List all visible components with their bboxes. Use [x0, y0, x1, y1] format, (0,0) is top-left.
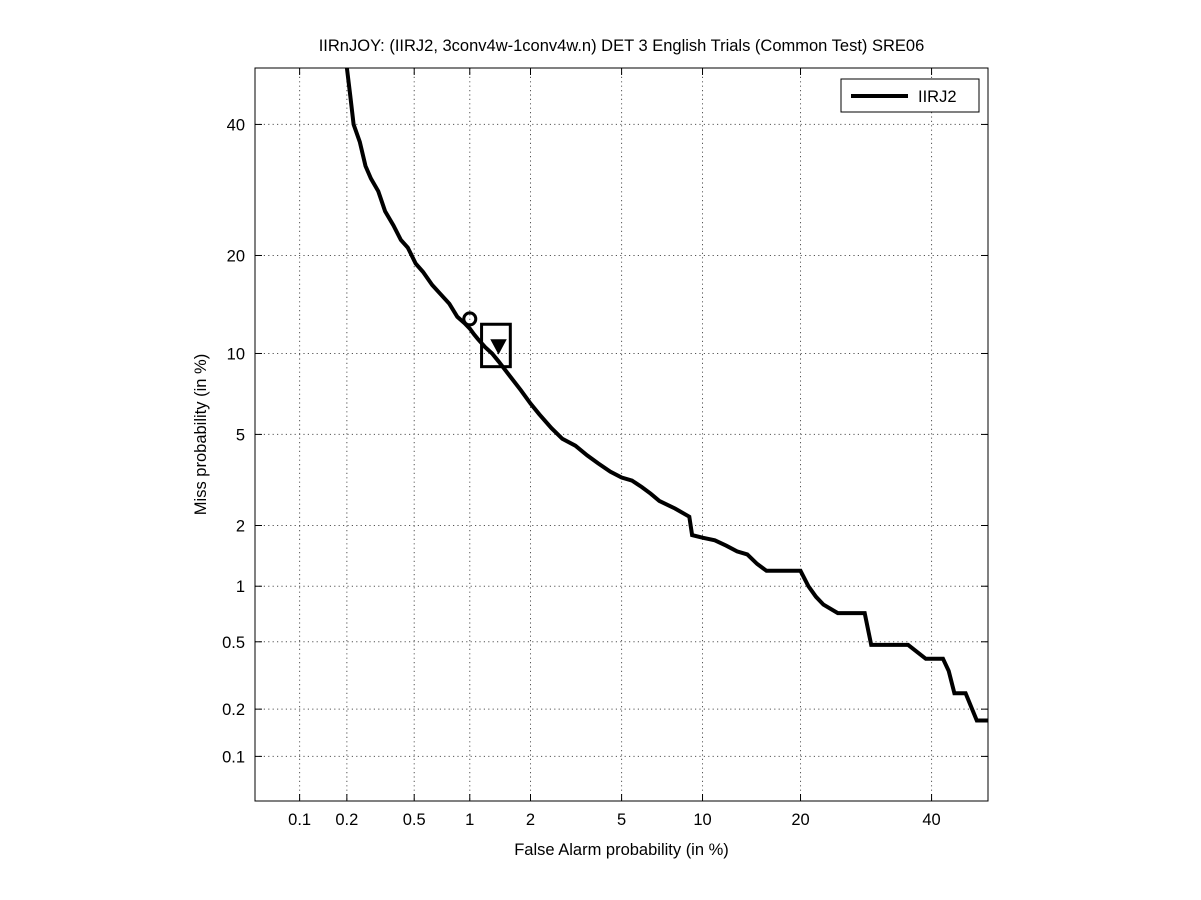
y-tick-label: 2: [236, 517, 245, 535]
axis-ticks: 0.1 0.2 0.5 1 2 5 10 20 40 0.1 0.2 0.5 1 2 5 10 20 40: [222, 68, 988, 829]
x-tick-label: 0.2: [335, 811, 358, 829]
x-tick-label: 0.1: [288, 811, 311, 829]
y-tick-label: 1: [236, 578, 245, 596]
confidence-box: [480, 322, 512, 369]
min-dcf-triangle-marker: [490, 339, 507, 355]
x-tick-label: 2: [526, 811, 535, 829]
x-tick-label: 40: [922, 811, 940, 829]
y-tick-label: 0.2: [222, 701, 245, 719]
y-tick-label: 5: [236, 426, 245, 444]
series-line-iirj2: [344, 67, 988, 723]
x-tick-label: 1: [465, 811, 474, 829]
y-tick-label: 0.1: [222, 748, 245, 766]
actual-decision-circle-marker: [462, 311, 478, 327]
legend-entry-label: IIRJ2: [918, 88, 957, 106]
y-tick-label: 40: [227, 116, 245, 134]
series-layer: [344, 67, 988, 723]
y-tick-label: 20: [227, 247, 245, 265]
x-tick-label: 10: [693, 811, 711, 829]
y-tick-label: 0.5: [222, 634, 245, 652]
marker-layer: [462, 311, 512, 369]
x-tick-label: 0.5: [403, 811, 426, 829]
chart-title: IIRnJOY: (IIRJ2, 3conv4w-1conv4w.n) DET …: [319, 37, 925, 55]
legend: IIRJ2: [840, 78, 980, 113]
x-tick-label: 20: [791, 811, 809, 829]
x-axis-label: False Alarm probability (in %): [514, 841, 729, 859]
x-tick-label: 5: [617, 811, 626, 829]
y-axis-label: Miss probability (in %): [192, 354, 210, 515]
y-tick-label: 10: [227, 345, 245, 363]
